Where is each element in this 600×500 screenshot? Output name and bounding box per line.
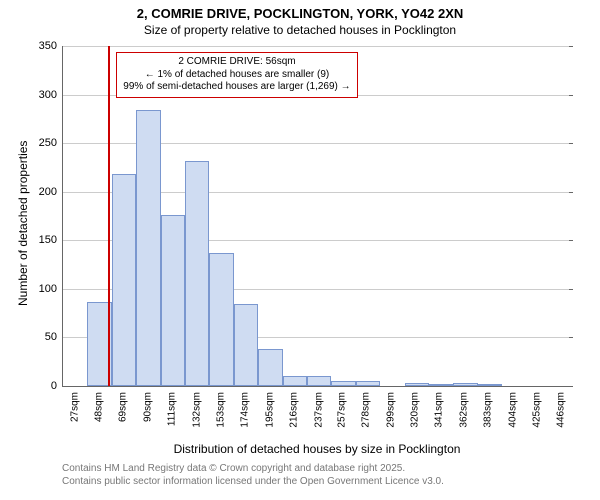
x-tick-label: 404sqm [507, 392, 518, 428]
annotation-line: 99% of semi-detached houses are larger (… [123, 81, 350, 94]
y-tick-label: 350 [39, 40, 63, 52]
x-tick-label: 320sqm [410, 392, 421, 428]
annotation-box: 2 COMRIE DRIVE: 56sqm← 1% of detached ho… [116, 52, 357, 98]
histogram-bar [136, 110, 160, 386]
footer-line-2: Contains public sector information licen… [62, 475, 444, 488]
x-tick-label: 341sqm [434, 392, 445, 428]
annotation-line: ← 1% of detached houses are smaller (9) [123, 69, 350, 82]
reference-line [108, 46, 110, 386]
x-tick-label: 299sqm [385, 392, 396, 428]
histogram-bar [405, 383, 429, 386]
x-tick-label: 153sqm [215, 392, 226, 428]
x-tick-label: 111sqm [167, 392, 178, 426]
x-tick-label: 383sqm [483, 392, 494, 428]
x-tick-label: 237sqm [313, 392, 324, 428]
histogram-bar [453, 383, 477, 386]
x-axis-label: Distribution of detached houses by size … [62, 442, 572, 456]
annotation-line: 2 COMRIE DRIVE: 56sqm [123, 56, 350, 69]
chart-title: 2, COMRIE DRIVE, POCKLINGTON, YORK, YO42… [0, 0, 600, 23]
grid-line [63, 46, 573, 47]
x-tick-label: 362sqm [458, 392, 469, 428]
x-tick-label: 195sqm [264, 392, 275, 428]
x-tick-label: 446sqm [556, 392, 567, 428]
histogram-chart: 2, COMRIE DRIVE, POCKLINGTON, YORK, YO42… [0, 0, 600, 500]
footer-line-1: Contains HM Land Registry data © Crown c… [62, 462, 444, 475]
histogram-bar [356, 381, 380, 386]
histogram-bar [283, 376, 307, 386]
x-tick-label: 216sqm [289, 392, 300, 428]
x-tick-label: 174sqm [240, 392, 251, 428]
histogram-bar [307, 376, 331, 386]
y-tick-label: 250 [39, 137, 63, 149]
x-tick-label: 278sqm [361, 392, 372, 428]
footer-attribution: Contains HM Land Registry data © Crown c… [62, 462, 444, 488]
y-axis-label: Number of detached properties [16, 141, 30, 306]
histogram-bar [429, 384, 453, 386]
histogram-bar [234, 304, 258, 386]
x-tick-label: 48sqm [94, 392, 105, 422]
histogram-bar [185, 161, 209, 386]
x-tick-label: 425sqm [531, 392, 542, 428]
plot-area: 0501001502002503003502 COMRIE DRIVE: 56s… [62, 46, 573, 387]
chart-subtitle: Size of property relative to detached ho… [0, 23, 600, 41]
y-tick-label: 0 [51, 380, 63, 392]
y-tick-label: 300 [39, 89, 63, 101]
histogram-bar [258, 349, 282, 386]
x-tick-label: 69sqm [118, 392, 129, 422]
histogram-bar [112, 174, 136, 386]
x-tick-label: 27sqm [69, 392, 80, 422]
histogram-bar [331, 381, 355, 386]
histogram-bar [209, 253, 233, 386]
histogram-bar [478, 384, 502, 386]
y-tick-label: 200 [39, 186, 63, 198]
x-tick-label: 132sqm [191, 392, 202, 428]
y-tick-label: 50 [45, 331, 63, 343]
y-tick-label: 150 [39, 234, 63, 246]
x-tick-label: 257sqm [336, 392, 347, 428]
x-tick-label: 90sqm [142, 392, 153, 422]
y-tick-label: 100 [39, 283, 63, 295]
histogram-bar [161, 215, 185, 386]
